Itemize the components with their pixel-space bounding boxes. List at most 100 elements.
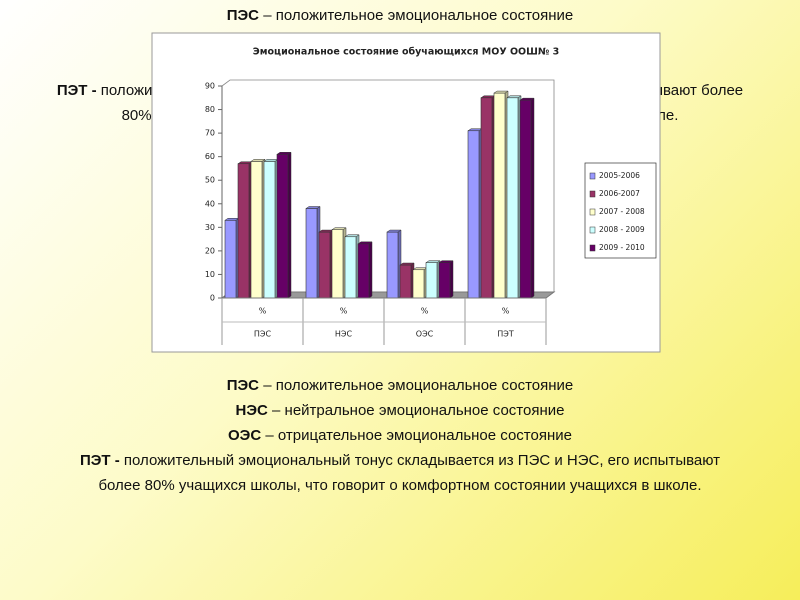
bar [331,227,347,299]
bar-front [357,243,370,299]
definition: НЭС – нейтральное эмоциональное состояни… [60,398,740,423]
bar-front [519,99,532,299]
x-group-label: НЭС [335,330,353,339]
definition-text: – положительное эмоциональное состояние [263,377,574,394]
bar [224,217,240,299]
term: ОЭС [228,427,262,444]
bar-top [519,97,535,101]
definition-text: положительный эмоциональный тонус склады… [98,452,721,494]
bar-top [237,161,253,164]
bar [237,161,253,299]
bar-front [305,208,318,299]
bar-top [506,95,522,99]
legend-label: 2009 - 2010 [599,243,645,252]
definition: ПЭС – положительное эмоциональное состоя… [60,373,740,398]
bar-front [425,262,438,299]
definition: ОЭС – отрицательное эмоциональное состоя… [60,423,740,448]
bar [276,151,292,299]
bar [250,158,266,299]
bar [399,262,415,299]
bar-front [344,236,357,299]
y-tick-label: 90 [205,82,215,91]
bar-top [263,159,279,162]
bar-front [224,219,237,299]
x-group-label: ПЭС [254,330,272,339]
bar-top [467,128,483,132]
x-group-label: ОЭС [416,330,434,339]
y-tick-label: 30 [205,223,215,232]
term: ПЭТ - [56,82,97,99]
definition-text: – отрицательное эмоциональное состояние [265,427,572,444]
bar-front [399,264,412,299]
bar [480,95,496,299]
bar-top [480,95,496,99]
x-tick-label: % [421,307,429,316]
chart-title: Эмоциональное состояние обучающихся МОУ … [253,47,559,58]
legend-label: 2006-2007 [599,189,640,198]
definition: ПЭТ - положительный эмоциональный тонус … [60,448,740,498]
bar [263,158,279,299]
legend-swatch [589,226,596,234]
bar-top [357,241,373,245]
bar [519,97,535,299]
bar-front [493,92,506,299]
bar-top [224,218,240,221]
term: ПЭС [226,377,260,394]
definitions: ПЭС – положительное эмоциональное состоя… [60,373,740,498]
bar-front [467,130,480,299]
bar-front [438,262,451,299]
bar [305,206,321,299]
bar [357,241,373,299]
bar-front [412,269,425,299]
bar-front [263,161,276,299]
bar-front [276,154,289,299]
legend-swatch [589,190,596,198]
bar-top [425,260,441,263]
bar-front [237,163,250,299]
x-tick-label: % [259,307,267,316]
legend-swatch [589,172,596,180]
bar-front [250,161,263,299]
definition-text: – нейтральное эмоциональное состояние [272,402,565,419]
legend-label: 2007 - 2008 [599,207,645,216]
bar-top [276,152,292,155]
y-tick-label: 0 [210,294,215,303]
x-tick-label: % [340,307,348,316]
legend-box [584,162,657,259]
bar-front [480,97,493,299]
bar-top [438,260,454,263]
bar [344,234,360,299]
bar-side [530,97,535,299]
bar-front [386,231,399,299]
legend-label: 2008 - 2009 [599,225,645,234]
bar-top [318,229,334,233]
bar-top [386,229,402,233]
bar-front [318,231,331,299]
bar [438,260,454,299]
bar-side [368,241,373,299]
x-group-label: ПЭТ [497,330,514,339]
bar-front [331,229,344,299]
term: ПЭС [226,7,260,24]
bar-top [344,234,360,238]
legend-swatch [589,208,596,216]
x-tick-label: % [502,307,510,316]
bar-top [412,267,428,270]
y-tick-label: 60 [205,152,215,161]
definition: ПЭС – положительное эмоциональное состоя… [40,3,760,28]
bar-top [493,90,509,94]
term: НЭС [235,402,268,419]
bar-side [287,151,292,299]
bar-top [250,159,266,162]
y-tick-label: 10 [205,270,215,279]
legend-swatch [589,244,596,252]
y-tick-label: 70 [205,129,215,138]
term: ПЭТ - [79,452,120,469]
bar-front [506,97,519,299]
bar [467,128,483,299]
legend-label: 2005-2006 [599,171,640,180]
bar [493,90,509,299]
bar-top [305,206,321,209]
